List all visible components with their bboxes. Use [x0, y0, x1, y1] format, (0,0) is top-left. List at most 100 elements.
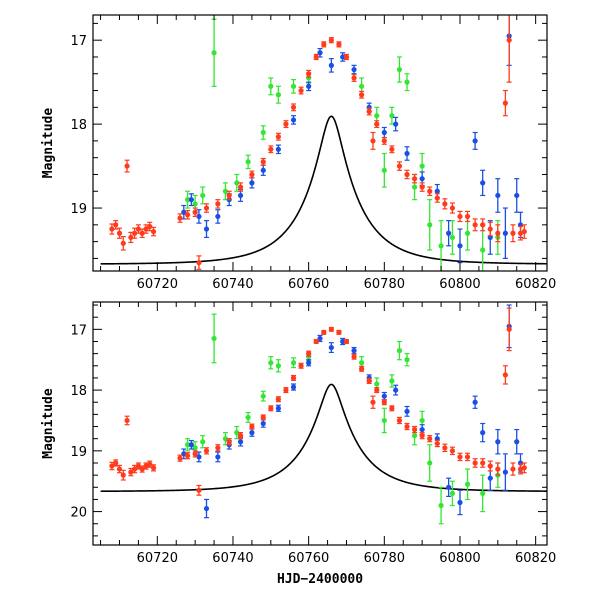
data-point — [351, 346, 357, 355]
data-point — [226, 190, 232, 201]
data-point — [438, 486, 444, 525]
y-tick-label: 18 — [70, 384, 87, 399]
data-point — [184, 438, 191, 452]
data-point — [113, 459, 119, 467]
data-point — [120, 235, 126, 251]
data-point — [268, 356, 274, 370]
data-point — [472, 458, 478, 468]
data-point — [396, 56, 403, 83]
x-tick-label: 60780 — [364, 277, 405, 292]
data-point — [200, 186, 206, 205]
data-point — [290, 79, 297, 94]
data-point — [283, 387, 289, 394]
data-point — [215, 209, 221, 224]
data-point — [487, 221, 493, 237]
data-point — [434, 193, 440, 203]
data-point — [370, 395, 376, 409]
data-point — [427, 444, 433, 482]
data-point — [457, 228, 463, 264]
data-point — [313, 53, 319, 61]
data-point — [132, 464, 138, 474]
data-point — [457, 452, 463, 462]
data-point — [419, 432, 425, 440]
data-point — [215, 451, 221, 463]
data-point — [336, 41, 342, 48]
data-point — [200, 435, 206, 449]
data-point — [502, 453, 508, 491]
data-point — [150, 226, 157, 237]
data-point — [381, 407, 387, 434]
data-point — [389, 106, 395, 125]
data-point — [374, 120, 380, 129]
data-point — [328, 326, 334, 332]
data-point — [128, 467, 134, 477]
x-tick-label: 60800 — [439, 551, 480, 566]
data-point — [446, 477, 452, 497]
data-point — [196, 451, 202, 463]
y-tick-label: 17 — [70, 34, 87, 49]
data-point — [275, 404, 281, 412]
x-tick-label: 60820 — [515, 277, 556, 292]
data-point — [237, 432, 244, 440]
data-point — [268, 405, 274, 412]
data-point — [298, 362, 304, 369]
data-point — [438, 220, 444, 271]
plot-area — [100, 304, 547, 525]
data-point — [275, 132, 281, 141]
data-point — [328, 342, 334, 354]
y-tick-label: 20 — [70, 506, 87, 521]
data-point — [472, 218, 478, 232]
x-tick-label: 60720 — [137, 277, 178, 292]
data-point — [457, 489, 463, 516]
data-point — [340, 52, 346, 62]
data-point — [343, 338, 350, 345]
data-point — [480, 218, 486, 232]
series-blue — [181, 15, 524, 264]
x-tick-label: 60740 — [212, 551, 253, 566]
data-point — [283, 120, 289, 129]
data-point — [245, 154, 251, 170]
data-point — [495, 178, 501, 213]
data-point — [396, 340, 403, 361]
data-point — [411, 425, 418, 434]
data-point — [389, 145, 395, 154]
data-point — [396, 416, 403, 425]
data-point — [196, 255, 202, 270]
data-point — [188, 439, 194, 450]
data-point — [374, 387, 380, 394]
data-point — [472, 131, 478, 150]
data-point — [404, 146, 410, 161]
data-point — [404, 169, 410, 180]
data-point — [427, 199, 433, 251]
data-point — [275, 144, 281, 155]
data-point — [502, 89, 508, 117]
data-point — [203, 203, 210, 213]
data-point — [351, 353, 357, 360]
y-axis-label: Magnitude — [41, 388, 56, 459]
data-point — [215, 199, 221, 209]
data-point — [464, 452, 471, 462]
series-green — [184, 313, 501, 525]
data-point — [343, 53, 350, 61]
data-point — [502, 207, 508, 260]
data-point — [260, 125, 266, 140]
x-axis-label: HJD−2400000 — [277, 572, 363, 587]
data-point — [203, 447, 210, 455]
data-point — [393, 384, 399, 396]
data-point — [306, 69, 312, 78]
data-point — [457, 210, 463, 223]
data-point — [260, 390, 266, 402]
data-point — [442, 198, 448, 210]
data-point — [109, 223, 115, 235]
data-point — [139, 228, 145, 239]
data-point — [275, 396, 281, 403]
data-point — [306, 359, 312, 367]
data-point — [120, 469, 126, 481]
data-point — [389, 405, 395, 412]
data-point — [196, 209, 202, 224]
data-point — [381, 152, 387, 188]
data-point — [514, 428, 520, 455]
data-point — [487, 460, 493, 472]
data-point — [434, 439, 440, 448]
x-tick-label: 60780 — [364, 551, 405, 566]
